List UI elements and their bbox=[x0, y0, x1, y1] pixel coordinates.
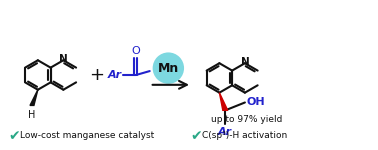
Polygon shape bbox=[219, 93, 228, 110]
Text: Ar: Ar bbox=[108, 70, 122, 80]
Text: Low-cost manganese catalyst: Low-cost manganese catalyst bbox=[20, 131, 155, 140]
Text: +: + bbox=[89, 66, 104, 84]
Text: C(sp³)-H activation: C(sp³)-H activation bbox=[202, 131, 287, 140]
Text: up to 97% yield: up to 97% yield bbox=[211, 115, 282, 124]
Text: O: O bbox=[132, 46, 140, 56]
Text: Ar: Ar bbox=[218, 127, 232, 137]
Text: N: N bbox=[59, 54, 68, 64]
Text: H: H bbox=[153, 66, 161, 76]
Text: OH: OH bbox=[247, 98, 265, 108]
Text: ✔: ✔ bbox=[190, 129, 201, 143]
Circle shape bbox=[153, 52, 184, 84]
Text: Mn: Mn bbox=[158, 62, 179, 75]
Polygon shape bbox=[30, 90, 38, 105]
Text: N: N bbox=[240, 57, 249, 67]
Text: H: H bbox=[28, 110, 36, 120]
Text: ✔: ✔ bbox=[8, 129, 20, 143]
